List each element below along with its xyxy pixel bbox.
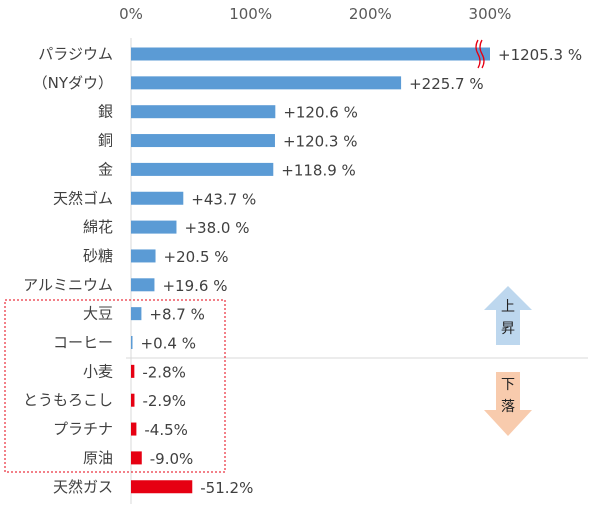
down-label-char-1: 下 xyxy=(501,377,515,393)
bar xyxy=(131,76,402,90)
value-label: -51.2% xyxy=(200,479,253,497)
bar xyxy=(131,307,142,321)
bar xyxy=(131,364,135,378)
bar xyxy=(131,422,137,436)
category-label: とうもろこし xyxy=(23,391,113,409)
value-label: +20.5 % xyxy=(164,248,229,266)
category-label: コーヒー xyxy=(53,334,113,352)
category-label: パラジウム xyxy=(38,45,113,63)
category-label: 銅 xyxy=(98,132,113,150)
bar xyxy=(131,162,274,176)
x-tick-label: 0% xyxy=(119,5,143,23)
x-tick-label: 200% xyxy=(349,5,392,23)
category-label: 小麦 xyxy=(83,362,113,380)
up-label-char-2: 昇 xyxy=(501,321,515,337)
value-labels: +1205.3 % +225.7 % +120.6 % +120.3 % +118.9 … xyxy=(141,46,583,497)
down-arrow: 下 落 xyxy=(484,372,532,436)
value-label: -9.0% xyxy=(150,450,194,468)
down-arrow-icon xyxy=(484,372,532,436)
category-labels: パラジウム （NYダウ） 銀銅金天然ゴム綿花砂糖アルミニウム大豆コーヒー小麦とうもろ… xyxy=(23,45,113,496)
value-label: +19.6 % xyxy=(162,277,227,295)
axis-break-marker xyxy=(475,39,485,69)
value-label: -2.8% xyxy=(142,363,186,381)
value-label: +225.7 % xyxy=(409,75,484,93)
down-label-char-2: 落 xyxy=(501,399,515,415)
bar xyxy=(131,220,177,234)
bar xyxy=(131,336,133,349)
axis-break-line xyxy=(479,39,485,69)
value-label: +0.4 % xyxy=(141,335,196,353)
category-label: アルミニウム xyxy=(23,276,113,294)
category-label: 銀 xyxy=(98,103,113,121)
category-label: プラチナ xyxy=(53,420,113,438)
value-label: +43.7 % xyxy=(191,190,256,208)
value-label: -4.5% xyxy=(144,421,188,439)
bar xyxy=(131,393,135,407)
category-label: 原油 xyxy=(83,449,113,467)
category-label: 砂糖 xyxy=(83,247,113,265)
category-label: （NYダウ） xyxy=(33,74,113,92)
value-label: +120.3 % xyxy=(283,133,358,151)
value-label: +38.0 % xyxy=(184,219,249,237)
bar xyxy=(131,278,155,292)
up-label-char-1: 上 xyxy=(501,299,515,315)
x-axis-tick-labels: 0% 100% 200% 300% xyxy=(119,5,511,23)
category-label: 大豆 xyxy=(83,305,113,323)
highlight-box xyxy=(4,299,226,473)
value-label: +8.7 % xyxy=(149,306,204,324)
bar xyxy=(131,191,184,205)
bar xyxy=(131,249,156,263)
up-arrow-icon xyxy=(484,286,532,345)
bar xyxy=(131,451,142,465)
bars xyxy=(131,47,490,494)
bar xyxy=(131,105,276,119)
category-label: 天然ガス xyxy=(53,478,113,496)
bar xyxy=(131,134,275,148)
category-label: 金 xyxy=(98,160,113,178)
value-label: +1205.3 % xyxy=(498,46,582,64)
category-label: 天然ゴム xyxy=(53,189,113,207)
x-tick-label: 100% xyxy=(229,5,272,23)
value-label: -2.9% xyxy=(142,392,186,410)
bar xyxy=(131,47,490,61)
up-arrow: 上 昇 xyxy=(484,286,532,345)
value-label: +120.6 % xyxy=(283,104,358,122)
bar xyxy=(131,480,193,494)
x-tick-label: 300% xyxy=(469,5,512,23)
axis-break-line xyxy=(475,39,481,69)
value-label: +118.9 % xyxy=(281,161,356,179)
category-label: 綿花 xyxy=(83,218,113,236)
